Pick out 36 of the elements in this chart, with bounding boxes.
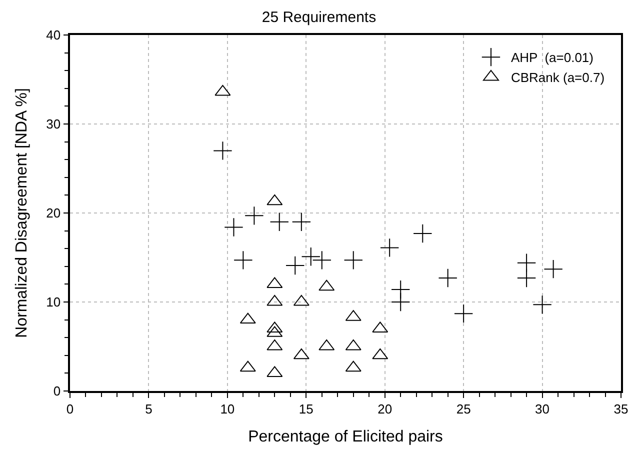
point (438, 268, 458, 288)
point (270, 212, 289, 232)
x-axis-title: Percentage of Elicited pairs (248, 428, 443, 446)
y-tick-label: 0 (53, 384, 61, 399)
point (244, 206, 264, 226)
point (286, 256, 305, 276)
point (301, 247, 320, 266)
y-tick-label: 30 (46, 116, 61, 132)
point (391, 292, 410, 312)
point (516, 268, 536, 288)
x-tick-label: 5 (145, 401, 152, 416)
y-tick-label: 20 (46, 206, 61, 221)
x-tick-label: 30 (535, 401, 550, 416)
point (312, 250, 332, 270)
legend-label: CBRank (a=0.7) (510, 70, 605, 86)
y-tick-label: 40 (46, 28, 61, 43)
point (292, 212, 312, 232)
point (413, 224, 432, 244)
point (380, 238, 400, 258)
x-tick-label: 0 (66, 401, 74, 416)
point (213, 141, 232, 160)
point (344, 250, 363, 270)
point (454, 304, 474, 324)
legend-label: AHP (a=0.01) (510, 50, 594, 66)
x-tick-label: 10 (220, 401, 235, 416)
point (532, 295, 552, 314)
chart-title: 25 Requirements (262, 8, 376, 26)
point (544, 259, 563, 279)
x-tick-label: 20 (378, 401, 392, 416)
y-tick-label: 10 (46, 294, 61, 310)
x-tick-label: 15 (298, 401, 314, 416)
y-axis-title: Normalized Disagreement [NDA %] (14, 88, 31, 338)
point (224, 218, 244, 237)
x-tick-label: 25 (456, 401, 471, 416)
x-tick-label: 35 (614, 401, 628, 416)
point (234, 250, 253, 270)
